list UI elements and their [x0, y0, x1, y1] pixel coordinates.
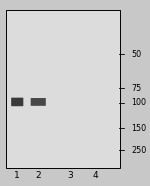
Text: 250: 250 — [131, 146, 147, 155]
FancyBboxPatch shape — [31, 98, 46, 106]
FancyBboxPatch shape — [11, 98, 23, 106]
Text: 1: 1 — [14, 171, 20, 180]
Text: 100: 100 — [131, 98, 146, 107]
Text: 75: 75 — [131, 84, 141, 93]
Text: 3: 3 — [67, 171, 73, 180]
Text: 2: 2 — [35, 171, 41, 180]
Text: 50: 50 — [131, 50, 141, 59]
Text: 4: 4 — [92, 171, 98, 180]
Bar — [6, 10, 120, 168]
Text: 150: 150 — [131, 124, 146, 132]
